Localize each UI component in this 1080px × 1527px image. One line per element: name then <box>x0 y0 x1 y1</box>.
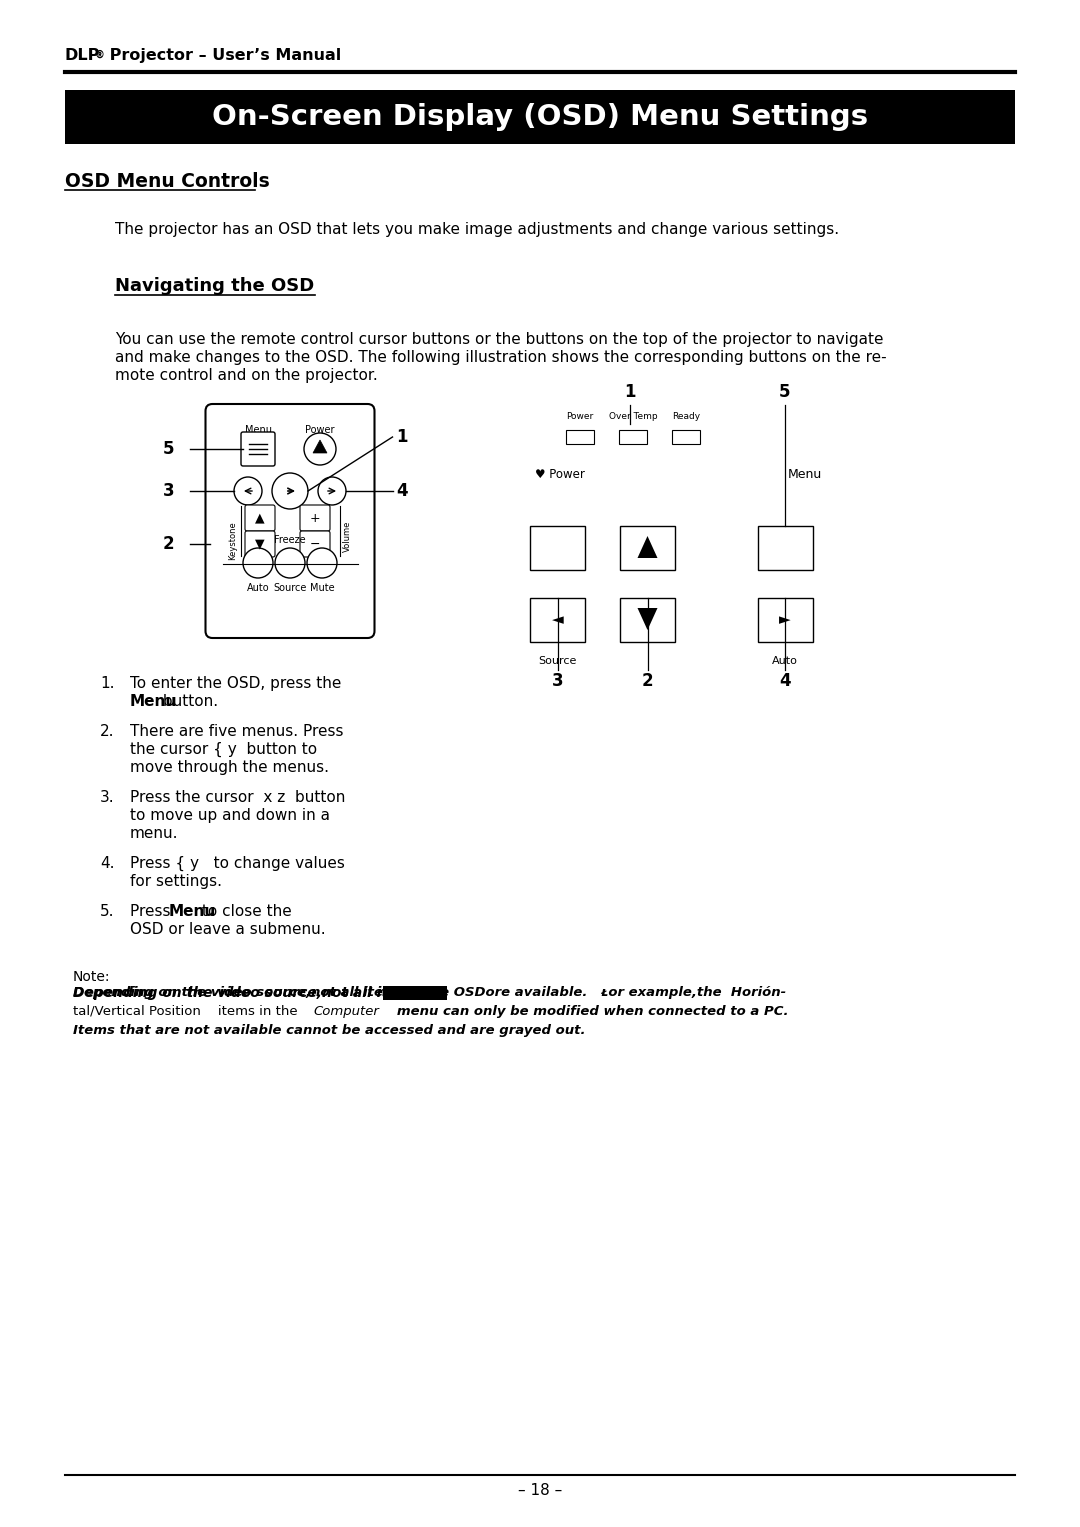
Text: ®: ® <box>95 50 105 60</box>
Text: Auto: Auto <box>246 583 269 592</box>
Text: Press: Press <box>130 904 175 919</box>
Circle shape <box>243 548 273 579</box>
Text: Menu: Menu <box>244 425 271 435</box>
Text: Note:: Note: <box>73 970 110 983</box>
Text: ♥ Power: ♥ Power <box>535 467 585 481</box>
Polygon shape <box>637 608 658 631</box>
Text: Keystone: Keystone <box>228 521 237 560</box>
Text: Auto: Auto <box>772 657 798 666</box>
FancyBboxPatch shape <box>672 431 700 444</box>
Text: Projector – User’s Manual: Projector – User’s Manual <box>104 47 341 63</box>
Text: – 18 –: – 18 – <box>518 1483 562 1498</box>
Circle shape <box>234 476 262 505</box>
FancyBboxPatch shape <box>300 531 330 557</box>
Text: the OSD: the OSD <box>383 986 447 1000</box>
Text: To enter the OSD, press the: To enter the OSD, press the <box>130 676 341 692</box>
Text: to close the: to close the <box>197 904 292 919</box>
Text: menu can only be modified when connected to a PC.: menu can only be modified when connected… <box>383 1005 788 1019</box>
FancyBboxPatch shape <box>241 432 275 466</box>
Text: Menu: Menu <box>130 693 177 709</box>
Text: Menu: Menu <box>168 904 216 919</box>
Text: Depending on the video source,not all items inᴛhe OSDᴏre available.   ᴌor exampl: Depending on the video source,not all it… <box>73 986 786 999</box>
Text: OSD or leave a submenu.: OSD or leave a submenu. <box>130 922 326 938</box>
Text: 4: 4 <box>779 672 791 690</box>
Circle shape <box>275 548 305 579</box>
Text: 1: 1 <box>396 428 408 446</box>
FancyBboxPatch shape <box>530 599 585 641</box>
Text: Volume: Volume <box>343 521 352 553</box>
Text: and make changes to the OSD. The following illustration shows the corresponding : and make changes to the OSD. The followi… <box>114 350 887 365</box>
Text: 4.: 4. <box>100 857 114 870</box>
Text: menu.: menu. <box>130 826 178 841</box>
Text: 3.: 3. <box>100 789 114 805</box>
Text: the cursor { y  button to: the cursor { y button to <box>130 742 318 757</box>
Bar <box>65 90 1015 144</box>
Text: Over Temp: Over Temp <box>609 412 658 421</box>
FancyBboxPatch shape <box>620 525 675 570</box>
Text: Navigating the OSD: Navigating the OSD <box>114 276 314 295</box>
Text: Source: Source <box>538 657 577 666</box>
Circle shape <box>272 473 308 508</box>
Text: 3: 3 <box>552 672 564 690</box>
Text: 1.: 1. <box>100 676 114 692</box>
Text: On-Screen Display (OSD) Menu Settings: On-Screen Display (OSD) Menu Settings <box>212 102 868 131</box>
Text: Press { y   to change values: Press { y to change values <box>130 857 345 872</box>
Polygon shape <box>637 536 658 557</box>
Text: 4: 4 <box>396 483 408 499</box>
Text: −: − <box>310 538 321 551</box>
FancyBboxPatch shape <box>620 599 675 641</box>
FancyBboxPatch shape <box>205 405 375 638</box>
FancyBboxPatch shape <box>245 505 275 531</box>
Text: Source: Source <box>273 583 307 592</box>
FancyBboxPatch shape <box>757 525 812 570</box>
Text: OSD Menu Controls: OSD Menu Controls <box>65 173 270 191</box>
Text: The projector has an OSD that lets you make image adjustments and change various: The projector has an OSD that lets you m… <box>114 221 839 237</box>
Text: 2.: 2. <box>100 724 114 739</box>
Text: Power: Power <box>306 425 335 435</box>
Text: +: + <box>310 512 321 524</box>
Polygon shape <box>313 440 327 454</box>
Text: tal/Vertical Position    items in the: tal/Vertical Position items in the <box>73 1005 298 1019</box>
Circle shape <box>318 476 346 505</box>
Text: ◄: ◄ <box>552 612 564 628</box>
Text: 2: 2 <box>163 534 175 553</box>
Text: Depending on the video source,not all items in: Depending on the video source,not all it… <box>73 986 440 1000</box>
Text: Ready: Ready <box>672 412 700 421</box>
Text: ►: ► <box>779 612 791 628</box>
Text: 3: 3 <box>163 483 175 499</box>
Circle shape <box>303 434 336 466</box>
FancyBboxPatch shape <box>757 599 812 641</box>
Text: Computer: Computer <box>313 1005 379 1019</box>
Text: button.: button. <box>158 693 218 709</box>
Text: move through the menus.: move through the menus. <box>130 760 329 776</box>
Text: ▲: ▲ <box>255 512 265 524</box>
Text: 2: 2 <box>642 672 653 690</box>
FancyBboxPatch shape <box>619 431 647 444</box>
Text: Mute: Mute <box>310 583 335 592</box>
Text: You can use the remote control cursor buttons or the buttons on the top of the p: You can use the remote control cursor bu… <box>114 331 883 347</box>
FancyBboxPatch shape <box>566 431 594 444</box>
Text: Items that are not available cannot be accessed and are grayed out.: Items that are not available cannot be a… <box>73 1025 585 1037</box>
Text: to move up and down in a: to move up and down in a <box>130 808 330 823</box>
Text: Power: Power <box>566 412 594 421</box>
Text: There are five menus. Press: There are five menus. Press <box>130 724 343 739</box>
Text: Press the cursor  x z  button: Press the cursor x z button <box>130 789 346 805</box>
Text: mote control and on the projector.: mote control and on the projector. <box>114 368 378 383</box>
Circle shape <box>307 548 337 579</box>
Text: 1: 1 <box>624 383 636 402</box>
FancyBboxPatch shape <box>245 531 275 557</box>
Text: Menu: Menu <box>788 467 822 481</box>
Text: 5: 5 <box>780 383 791 402</box>
FancyBboxPatch shape <box>300 505 330 531</box>
Text: Freeze: Freeze <box>274 534 306 545</box>
FancyBboxPatch shape <box>530 525 585 570</box>
Text: ▼: ▼ <box>255 538 265 551</box>
Text: 5: 5 <box>163 440 175 458</box>
Text: 5.: 5. <box>100 904 114 919</box>
Text: DLP: DLP <box>65 47 100 63</box>
Text: for settings.: for settings. <box>130 873 222 889</box>
